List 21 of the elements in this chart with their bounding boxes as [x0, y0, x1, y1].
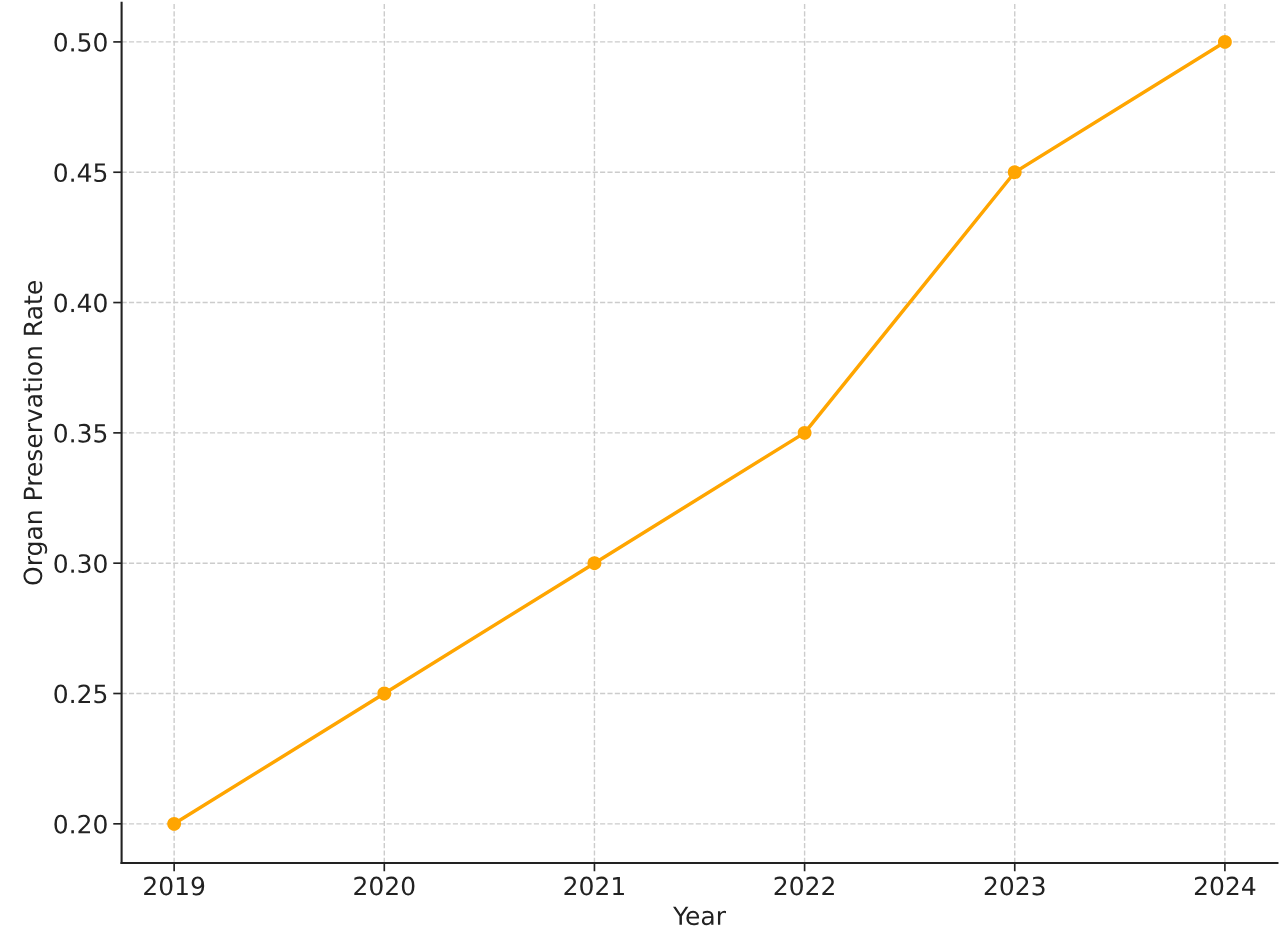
point — [167, 816, 182, 831]
y-tick-label: 0.40 — [54, 293, 107, 313]
point — [1007, 165, 1022, 180]
x-axis-title: Year — [673, 906, 726, 926]
x-tick-label: 2022 — [774, 876, 834, 896]
y-tick-label: 0.45 — [54, 163, 107, 183]
y-tick-label: 0.30 — [54, 554, 107, 574]
point — [1217, 34, 1232, 49]
y-tick-label: 0.50 — [54, 32, 107, 52]
y-tick-label: 0.25 — [54, 684, 107, 704]
x-tick-label: 2023 — [984, 876, 1045, 896]
point — [797, 425, 812, 440]
x-tick-label: 2019 — [144, 876, 205, 896]
y-axis-title: Organ Preservation Rate — [22, 281, 48, 585]
point — [587, 556, 602, 571]
x-tick-label: 2020 — [354, 876, 415, 896]
point — [377, 686, 392, 701]
y-tick-label: 0.20 — [54, 814, 107, 834]
x-tick-label: 2021 — [564, 876, 624, 896]
y-tick-label: 0.35 — [54, 423, 107, 443]
x-tick-label: 2024 — [1194, 876, 1256, 896]
